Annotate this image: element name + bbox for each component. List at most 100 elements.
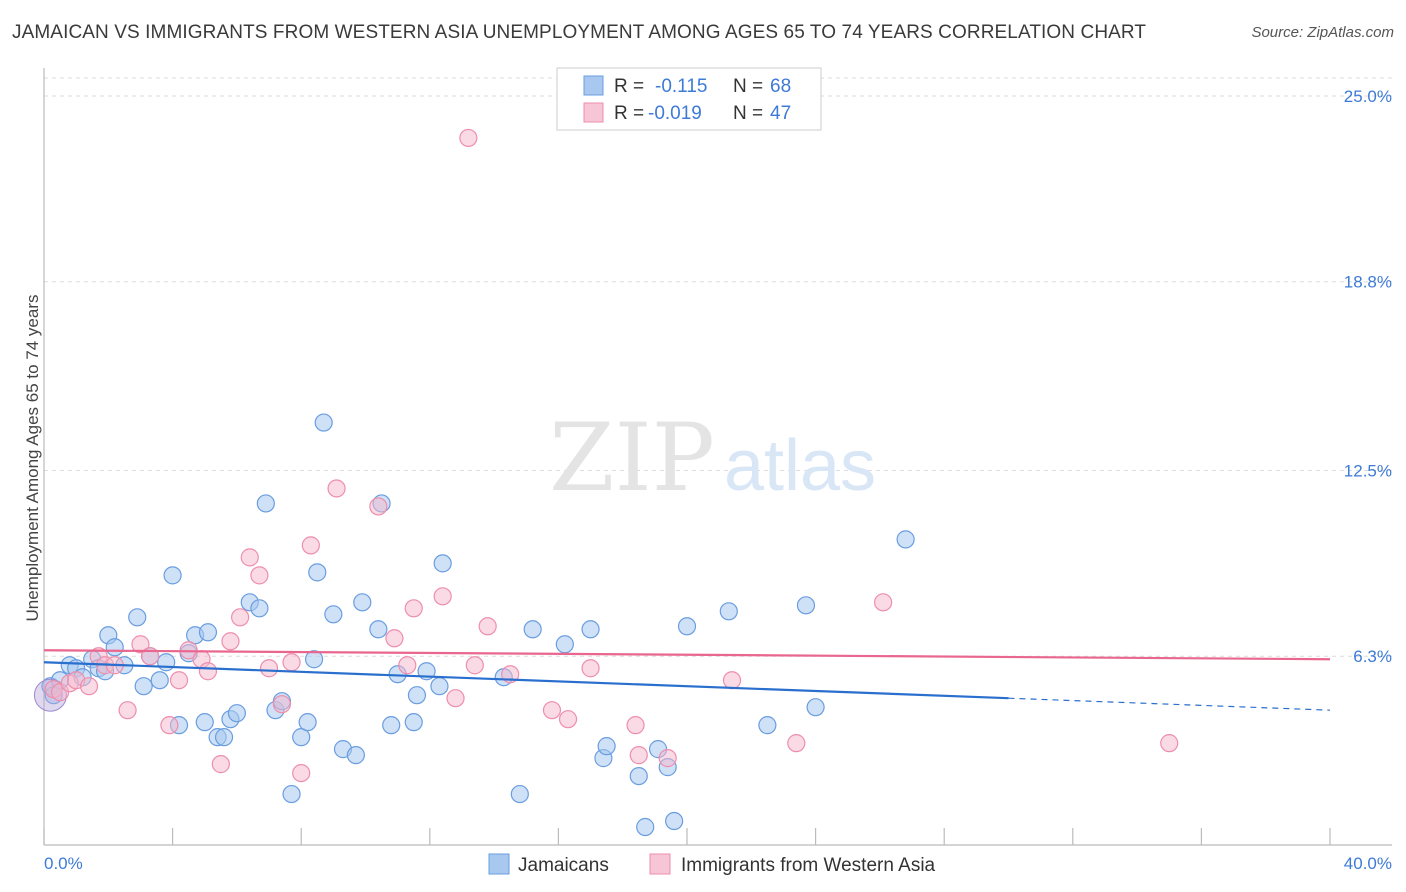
y-tick-label: 18.8% [1344, 273, 1392, 292]
data-point [227, 704, 246, 723]
legend-n-value: 47 [770, 103, 791, 124]
data-point [382, 716, 401, 735]
trendlines [43, 649, 1331, 711]
data-point [581, 659, 600, 678]
watermark-zip: ZIP [549, 404, 715, 513]
data-point [231, 608, 250, 627]
data-point [198, 623, 218, 642]
data-point [324, 605, 343, 624]
data-point [304, 650, 324, 669]
data-point [353, 593, 372, 612]
legend-n-value: 68 [770, 76, 791, 97]
data-point [259, 659, 279, 678]
data-point [626, 716, 645, 735]
data-point [105, 638, 124, 657]
data-point [787, 734, 806, 753]
y-tick-label: 12.5% [1344, 461, 1392, 480]
data-point [430, 677, 449, 696]
data-point [250, 566, 269, 585]
data-point [758, 716, 777, 735]
trendline-jamaicans-extension [1008, 697, 1331, 711]
data-point [636, 817, 655, 837]
data-point [1160, 734, 1179, 753]
data-point [221, 632, 240, 651]
bottom-legend-label-jamaicans: Jamaicans [518, 855, 609, 876]
source-credit: Source: ZipAtlas.com [1251, 24, 1394, 41]
data-point [629, 766, 648, 786]
y-tick-label: 6.3% [1353, 647, 1392, 666]
legend-r-label: R = [614, 103, 644, 124]
data-point [658, 749, 677, 768]
data-point [327, 479, 346, 498]
y-tick-label: 25.0% [1344, 87, 1392, 106]
chart-title: JAMAICAN VS IMMIGRANTS FROM WESTERN ASIA… [12, 22, 1147, 43]
data-point [459, 128, 478, 148]
data-point [160, 716, 179, 735]
legend-r-value: -0.019 [648, 103, 702, 124]
data-point [292, 763, 311, 783]
data-point [292, 728, 311, 747]
watermark: ZIP atlas [549, 404, 876, 513]
data-point [369, 497, 388, 516]
data-point [398, 656, 417, 675]
data-point [256, 494, 275, 513]
x-tick-label-max: 40.0% [1344, 854, 1392, 873]
legend-n-label: N = [733, 76, 763, 97]
data-point [597, 737, 616, 756]
data-point [523, 620, 542, 639]
y-tick-labels: 6.3% 12.5% 18.8% 25.0% [1344, 87, 1392, 666]
legend-r-label: R = [614, 76, 644, 97]
data-point [198, 662, 218, 681]
data-point [157, 653, 176, 672]
data-point [214, 728, 234, 747]
data-point [282, 784, 301, 804]
data-point [240, 548, 259, 567]
data-point [446, 689, 465, 708]
data-point [195, 713, 214, 732]
data-point [250, 599, 269, 618]
data-point [478, 617, 497, 636]
bottom-legend-label-western-asia: Immigrants from Western Asia [681, 855, 936, 876]
legend-n-label: N = [733, 103, 763, 124]
bottom-legend-swatch-western-asia [649, 853, 671, 875]
y-axis-title: Unemployment Among Ages 65 to 74 years [23, 295, 42, 622]
data-point [555, 635, 574, 654]
data-point [150, 671, 169, 690]
data-point [719, 602, 738, 621]
data-point [433, 554, 452, 573]
data-point [404, 713, 423, 732]
legend-swatch-western-asia [583, 102, 604, 123]
legend-swatch-jamaicans [583, 75, 604, 96]
data-point [369, 620, 388, 639]
data-point [169, 671, 189, 690]
trendline-western-asia [43, 649, 1331, 661]
data-point [79, 677, 99, 696]
data-point [796, 596, 816, 615]
data-point [128, 608, 147, 627]
data-point [385, 629, 404, 648]
data-point [118, 701, 137, 720]
data-point [665, 811, 684, 831]
data-point [581, 620, 600, 639]
data-point [346, 746, 365, 765]
data-point [163, 566, 182, 585]
trendline-jamaicans [43, 661, 1009, 700]
data-point [301, 536, 320, 555]
data-point [433, 587, 452, 606]
western-asia-points [44, 128, 1179, 783]
watermark-atlas: atlas [724, 426, 876, 506]
axes [43, 68, 1392, 846]
data-point [874, 593, 893, 612]
data-point [131, 635, 150, 654]
data-point [272, 695, 292, 714]
data-point [510, 784, 529, 804]
data-point [404, 599, 423, 618]
data-point [722, 671, 742, 690]
data-point [896, 530, 915, 549]
data-point [677, 617, 697, 636]
series-legend: Jamaicans Immigrants from Western Asia [488, 853, 936, 876]
data-point [407, 686, 427, 705]
data-point [629, 746, 648, 765]
data-point [308, 563, 327, 582]
